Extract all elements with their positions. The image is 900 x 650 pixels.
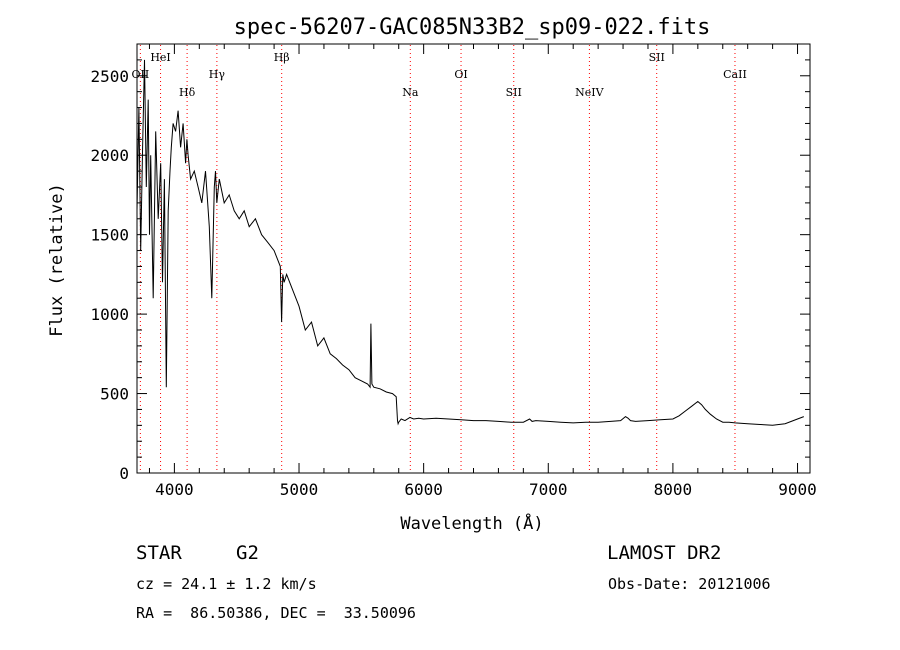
line-marker-label: Hγ <box>209 68 226 81</box>
coordinates-text: RA = 86.50386, DEC = 33.50096 <box>136 604 416 622</box>
x-tick-label: 6000 <box>404 480 443 499</box>
x-axis-label: Wavelength (Å) <box>400 512 543 534</box>
line-marker-label: SII <box>506 86 522 99</box>
line-marker-label: NeIV <box>575 86 604 99</box>
chart-title: spec-56207-GAC085N33B2_sp09-022.fits <box>234 15 711 40</box>
y-tick-label: 500 <box>100 385 129 404</box>
redshift-text: cz = 24.1 ± 1.2 km/s <box>136 575 317 593</box>
line-marker-label: OII <box>132 68 150 81</box>
y-tick-label: 2000 <box>90 146 129 165</box>
x-tick-label: 8000 <box>654 480 693 499</box>
line-marker-label: SII <box>649 51 665 64</box>
y-axis: 0 500 1000 1500 2000 2500 <box>90 43 810 483</box>
line-marker-label: Hδ <box>179 86 196 99</box>
y-axis-label: Flux (relative) <box>47 183 67 337</box>
plot-frame <box>136 43 811 474</box>
survey-name: LAMOST DR2 <box>607 542 722 564</box>
line-marker-label: Na <box>402 86 419 99</box>
y-tick-label: 0 <box>119 464 129 483</box>
y-tick-label: 2500 <box>90 67 129 86</box>
line-marker-label: HeI <box>150 51 170 64</box>
y-tick-label: 1000 <box>90 305 129 324</box>
x-axis: 4000 5000 6000 7000 8000 9000 <box>148 44 817 499</box>
y-tick-label: 1500 <box>90 226 129 245</box>
line-marker-label: CaII <box>723 68 747 81</box>
object-subclass: G2 <box>236 542 259 564</box>
x-tick-label: 5000 <box>280 480 319 499</box>
object-class: STAR <box>136 542 182 564</box>
x-tick-label: 9000 <box>778 480 817 499</box>
line-marker-label: Hβ <box>274 51 290 64</box>
obs-date-text: Obs-Date: 20121006 <box>608 575 771 593</box>
spectrum-line <box>136 59 804 426</box>
x-tick-label: 4000 <box>155 480 194 499</box>
line-marker-label: OI <box>454 68 467 81</box>
x-tick-label: 7000 <box>529 480 568 499</box>
